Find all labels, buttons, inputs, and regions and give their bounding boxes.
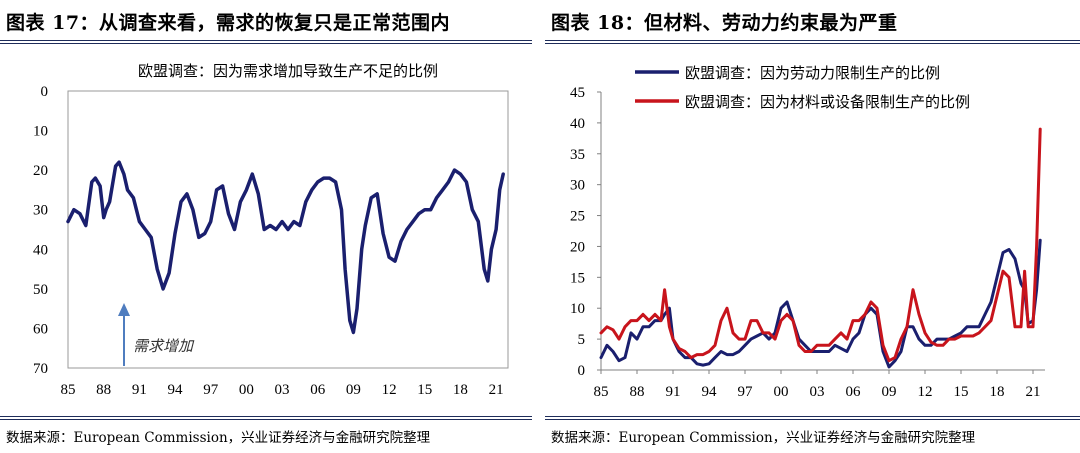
right-y-tick-label: 35 xyxy=(570,147,585,163)
right-y-tick-label: 20 xyxy=(570,239,585,255)
left-x-tick-label: 88 xyxy=(96,382,111,398)
left-x-tick-label: 85 xyxy=(61,382,76,398)
series-line-material xyxy=(599,127,1042,363)
left-source-rule-thin xyxy=(0,416,532,417)
right-source-rule-thin xyxy=(545,416,1080,417)
right-x-tick-label: 00 xyxy=(774,384,789,400)
right-x-tick-label: 12 xyxy=(918,384,933,400)
right-title-rule xyxy=(545,40,1080,41)
left-figure-panel: 图表 17：从调查来看，需求的恢复只是正常范围内 欧盟调查：因为需求增加导致生产… xyxy=(0,0,532,453)
right-y-tick-label: 15 xyxy=(570,270,585,286)
legend-label-labor: 欧盟调查：因为劳动力限制生产的比例 xyxy=(685,64,940,82)
right-title-rule-thin xyxy=(545,43,1080,44)
left-y-tick-label: 60 xyxy=(33,321,48,337)
left-x-tick-label: 06 xyxy=(310,382,326,398)
left-x-tick-label: 03 xyxy=(275,382,290,398)
series-line-demand xyxy=(66,160,505,335)
left-y-tick-label: 20 xyxy=(33,163,48,179)
series-line-labor xyxy=(599,238,1042,369)
left-title-rule-thin xyxy=(0,43,532,44)
legend: 欧盟调查：因为劳动力限制生产的比例 欧盟调查：因为材料或设备限制生产的比例 xyxy=(635,64,970,111)
right-y-tick-label: 45 xyxy=(570,85,585,101)
left-source-note: 数据来源：European Commission，兴业证券经济与金融研究院整理 xyxy=(6,430,431,446)
right-y-tick-label: 0 xyxy=(578,363,586,379)
left-x-tick-label: 09 xyxy=(346,382,361,398)
left-x-tick-label: 00 xyxy=(239,382,254,398)
left-x-tick-label: 91 xyxy=(132,382,147,398)
left-x-tick-label: 15 xyxy=(417,382,432,398)
right-x-tick-label: 94 xyxy=(702,384,718,400)
left-x-tick-label: 97 xyxy=(203,382,219,398)
right-x-tick-label: 03 xyxy=(810,384,825,400)
right-y-tick-label: 25 xyxy=(570,209,585,225)
right-y-tick-label: 40 xyxy=(570,116,585,132)
right-y-tick-label: 5 xyxy=(578,332,586,348)
right-x-tick-label: 97 xyxy=(738,384,754,400)
right-source-note: 数据来源：European Commission，兴业证券经济与金融研究院整理 xyxy=(551,430,976,446)
right-x-tick-label: 09 xyxy=(882,384,897,400)
right-y-tick-label: 30 xyxy=(570,178,585,194)
annotation-arrow-head xyxy=(118,303,130,316)
right-x-tick-label: 21 xyxy=(1026,384,1041,400)
left-chart: 欧盟调查：因为需求增加导致生产不足的比例 0 10 20 30 40 50 60 70 85 8… xyxy=(33,62,509,398)
right-chart: 0 5 10 15 20 25 30 35 40 45 85 88 91 94 97 00 03 06 09 12 1… xyxy=(570,64,1045,400)
left-y-tick-label: 50 xyxy=(33,282,48,298)
left-x-tick-label: 21 xyxy=(489,382,504,398)
right-x-tick-label: 06 xyxy=(846,384,862,400)
right-x-tick-label: 91 xyxy=(666,384,681,400)
left-y-tick-label: 30 xyxy=(33,203,48,219)
left-x-tick-label: 94 xyxy=(168,382,184,398)
right-figure-title: 图表 18：但材料、劳动力约束最为严重 xyxy=(551,12,898,34)
left-y-tick-label: 70 xyxy=(33,361,48,377)
left-y-tick-label: 40 xyxy=(33,242,48,258)
right-x-tick-label: 85 xyxy=(594,384,609,400)
left-chart-title: 欧盟调查：因为需求增加导致生产不足的比例 xyxy=(138,62,438,80)
right-y-tick-label: 10 xyxy=(570,301,585,317)
left-y-tick-label: 0 xyxy=(41,84,49,100)
annotation-label: 需求增加 xyxy=(133,337,195,355)
legend-label-material: 欧盟调查：因为材料或设备限制生产的比例 xyxy=(685,93,970,111)
left-x-tick-label: 18 xyxy=(453,382,468,398)
right-figure-panel: 图表 18：但材料、劳动力约束最为严重 0 5 10 15 20 25 30 35 40 45 8… xyxy=(545,0,1080,453)
right-source-rule xyxy=(545,419,1080,420)
right-x-tick-label: 88 xyxy=(630,384,645,400)
left-title-rule xyxy=(0,40,532,41)
left-x-tick-label: 12 xyxy=(382,382,397,398)
right-x-tick-label: 15 xyxy=(954,384,969,400)
left-y-tick-label: 10 xyxy=(33,124,48,140)
left-source-rule xyxy=(0,419,532,420)
left-figure-title: 图表 17：从调查来看，需求的恢复只是正常范围内 xyxy=(6,12,451,34)
right-x-tick-label: 18 xyxy=(990,384,1005,400)
